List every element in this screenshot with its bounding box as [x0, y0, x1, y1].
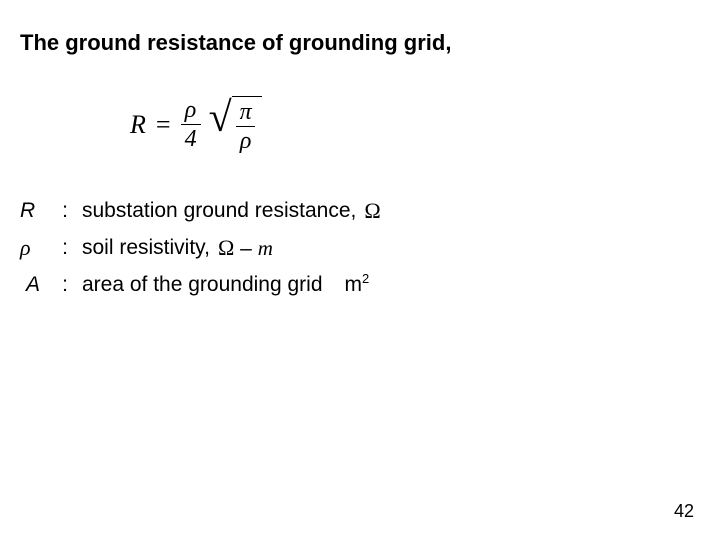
- unit-exp-2: 2: [362, 271, 369, 286]
- under-root: π ρ: [232, 96, 262, 153]
- unit-rho: Ω – m: [218, 230, 273, 266]
- def-row-r: R : substation ground resistance, Ω: [20, 193, 700, 228]
- unit-m-a: m: [345, 273, 363, 296]
- page-title: The ground resistance of grounding grid,: [20, 30, 700, 56]
- def-colon-r: :: [56, 194, 74, 228]
- definitions-list: R : substation ground resistance, Ω ρ : …: [20, 193, 700, 301]
- def-text-a: area of the grounding grid: [82, 268, 323, 302]
- frac-num-rho: ρ: [181, 98, 201, 124]
- sqrt-wrapper: √ π ρ: [209, 96, 262, 153]
- eq-fraction-rho-over-4: ρ 4: [181, 98, 201, 151]
- def-symbol-a: A: [26, 268, 48, 302]
- eq-lhs: R: [130, 110, 146, 140]
- radical-sign: √: [209, 100, 232, 157]
- equation: R = ρ 4 √ π ρ: [130, 96, 700, 153]
- unit-a: m2: [345, 268, 370, 302]
- frac-den-rho: ρ: [236, 126, 256, 153]
- def-text-rho: soil resistivity,: [82, 231, 210, 265]
- equation-block: R = ρ 4 √ π ρ: [130, 96, 700, 153]
- unit-m-rho: m: [258, 236, 273, 260]
- frac-num-pi: π: [236, 100, 256, 126]
- unit-omega-rho: Ω: [218, 235, 234, 260]
- def-text-r: substation ground resistance,: [82, 194, 356, 228]
- def-colon-rho: :: [56, 231, 74, 265]
- def-symbol-r: R: [20, 194, 48, 228]
- def-symbol-rho: ρ: [20, 230, 48, 265]
- def-colon-a: :: [56, 268, 74, 302]
- def-row-a: A : area of the grounding grid m2: [26, 268, 700, 302]
- def-row-rho: ρ : soil resistivity, Ω – m: [20, 230, 700, 266]
- eq-equals: =: [156, 110, 171, 140]
- unit-omega-r: Ω: [364, 193, 380, 228]
- eq-fraction-pi-over-rho: π ρ: [236, 100, 256, 153]
- unit-dash: –: [240, 237, 252, 260]
- frac-den-4: 4: [181, 124, 201, 151]
- page-number: 42: [674, 501, 694, 522]
